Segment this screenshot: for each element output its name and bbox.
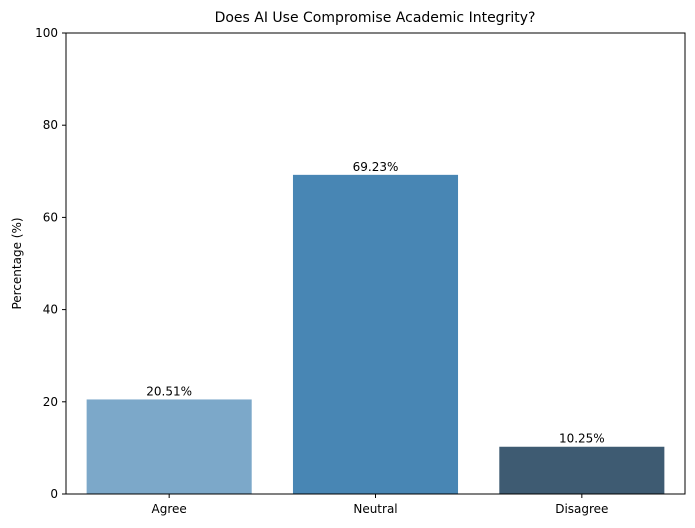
- chart-title: Does AI Use Compromise Academic Integrit…: [215, 10, 536, 26]
- bar-disagree: [499, 446, 665, 494]
- bars: [86, 174, 665, 494]
- x-tick-label-agree: Agree: [152, 502, 187, 516]
- x-axis: Agree Neutral Disagree: [152, 494, 608, 516]
- bar-agree: [86, 399, 252, 494]
- x-tick-label-disagree: Disagree: [555, 502, 608, 516]
- y-tick-label: 20: [43, 395, 58, 409]
- bar-neutral: [292, 174, 459, 494]
- y-tick-label: 0: [50, 487, 58, 501]
- y-tick-label: 80: [43, 118, 58, 132]
- data-label-agree: 20.51%: [146, 384, 192, 398]
- data-label-neutral: 69.23%: [353, 160, 399, 174]
- plot-frame: [65, 32, 686, 495]
- y-axis-label: Percentage (%): [10, 217, 24, 309]
- y-tick-label: 60: [43, 210, 58, 224]
- y-axis: 0 20 40 60 80 100: [35, 26, 66, 501]
- x-tick-label-neutral: Neutral: [353, 502, 397, 516]
- data-labels: 20.51% 69.23% 10.25%: [146, 160, 604, 446]
- y-tick-label: 100: [35, 26, 58, 40]
- data-label-disagree: 10.25%: [559, 432, 605, 446]
- y-tick-label: 40: [43, 303, 58, 317]
